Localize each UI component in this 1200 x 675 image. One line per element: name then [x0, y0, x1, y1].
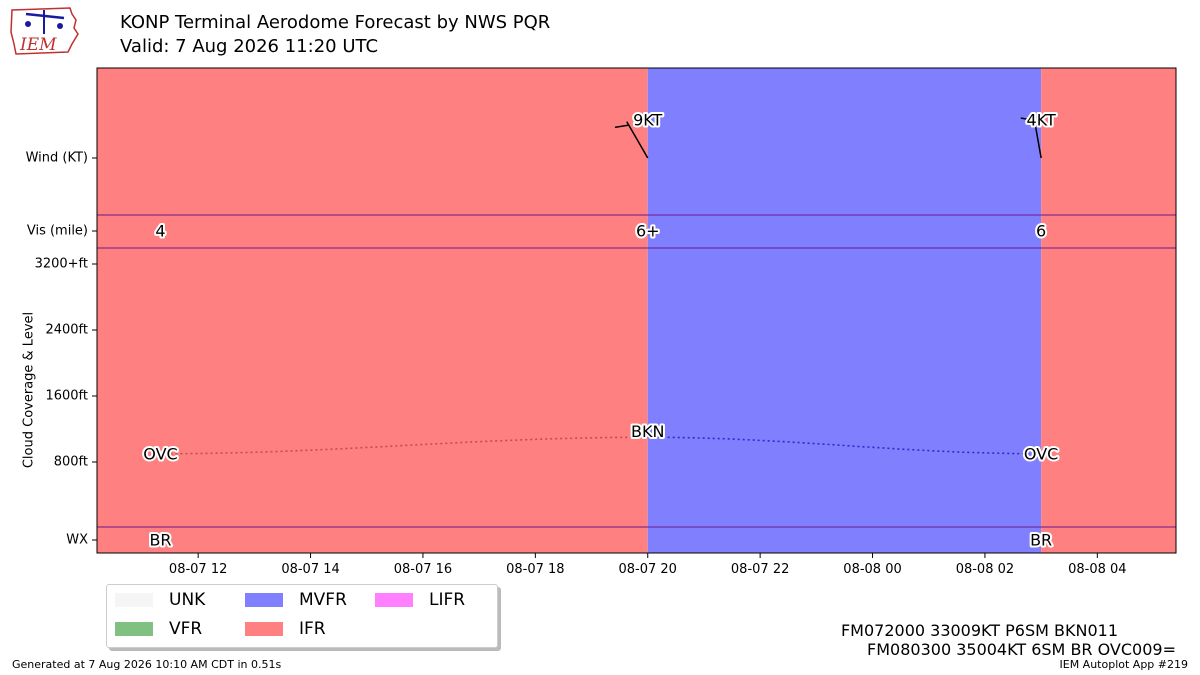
visibility-label-0: 44: [153, 220, 167, 243]
wind-barb-1: [614, 121, 649, 159]
category-band-mvfr-1: [647, 68, 1042, 553]
svg-text:6+: 6+: [636, 222, 660, 241]
legend: UNK VFR MVFR IFR LIFR: [106, 584, 498, 648]
cloud-level-segment-1: [647, 436, 1042, 455]
y-cloud-axis-title: Cloud Coverage & Level: [22, 312, 37, 468]
flight-category-bands: [97, 68, 1176, 553]
svg-text:9KT: 9KT: [633, 111, 662, 130]
y-cloud-1-label: 1600ft: [45, 389, 88, 404]
visibility-label-2: 66: [1034, 220, 1048, 243]
svg-text:4: 4: [155, 222, 165, 241]
category-band-ifr-0: [97, 68, 648, 553]
svg-text:4KT: 4KT: [1027, 111, 1056, 130]
chart-valid-time: Valid: 7 Aug 2026 11:20 UTC: [120, 36, 379, 57]
x-tick-label-7: 08-08 02: [956, 562, 1014, 577]
legend-label: LIFR: [429, 590, 466, 610]
x-tick-label-6: 08-08 00: [843, 562, 901, 577]
cloud-level-lines: [160, 436, 1042, 455]
chart-title: KONP Terminal Aerodome Forecast by NWS P…: [120, 12, 551, 33]
svg-text:BR: BR: [149, 531, 171, 550]
y-cloud-3-label: 3200+ft: [35, 257, 88, 272]
svg-text:OVC: OVC: [143, 444, 177, 463]
iem-logo: IEM: [10, 7, 79, 55]
legend-label: UNK: [169, 590, 206, 610]
wind-barb-staff-2: [1033, 116, 1042, 159]
x-tick-label-1: 08-07 14: [281, 562, 339, 577]
x-tick-label-3: 08-07 18: [506, 562, 564, 577]
svg-text:4KT: 4KT: [1027, 111, 1056, 130]
svg-text:9KT: 9KT: [633, 111, 662, 130]
logo-text: IEM: [19, 35, 57, 55]
taf-line-1: FM072000 33009KT P6SM BKN011: [840, 621, 1118, 640]
svg-text:BKN: BKN: [631, 422, 664, 441]
x-tick-label-8: 08-08 04: [1068, 562, 1126, 577]
svg-text:BR: BR: [149, 531, 171, 550]
legend-label: VFR: [169, 619, 203, 639]
taf-line-2: FM080300 35004KT 6SM BR OVC009=: [867, 640, 1176, 659]
y-wind-label: Wind (KT): [26, 151, 88, 166]
svg-text:6+: 6+: [636, 222, 660, 241]
wind-barb-feather-2: [1020, 117, 1035, 122]
forecast-marks: 44OVCOVCBRBR9KT9KT6+6+BKNBKN4KT4KT66OVCO…: [141, 109, 1060, 552]
legend-item-lifr: LIFR: [375, 589, 465, 611]
wind-barb-2: [1020, 116, 1042, 159]
legend-swatch: [245, 622, 283, 636]
legend-swatch: [115, 593, 153, 607]
legend-swatch: [245, 593, 283, 607]
row-separators: [97, 214, 1176, 528]
svg-text:BR: BR: [1030, 531, 1052, 550]
legend-swatch: [375, 593, 413, 607]
svg-text:OVC: OVC: [1024, 444, 1058, 463]
plot-frame: [96, 67, 1177, 554]
legend-item-ifr: IFR: [245, 618, 326, 640]
x-tick-label-4: 08-07 20: [619, 562, 677, 577]
x-tick-label-5: 08-07 22: [731, 562, 789, 577]
svg-text:BKN: BKN: [631, 422, 664, 441]
category-band-ifr-2: [1041, 68, 1176, 553]
legend-label: IFR: [299, 619, 326, 639]
x-tick-label-2: 08-07 16: [394, 562, 452, 577]
visibility-label-1: 6+6+: [634, 220, 662, 243]
legend-swatch: [115, 622, 153, 636]
legend-item-vfr: VFR: [115, 618, 202, 640]
wind-barb-staff-1: [626, 121, 649, 159]
legend-item-mvfr: MVFR: [245, 589, 347, 611]
x-tick-label-0: 08-07 12: [169, 562, 227, 577]
svg-text:OVC: OVC: [1024, 444, 1058, 463]
legend-item-unk: UNK: [115, 589, 205, 611]
chart-axes: 08-07 12 08-07 14 08-07 16 08-07 18 08-07 20…: [22, 67, 1177, 577]
svg-text:OVC: OVC: [143, 444, 177, 463]
svg-text:BR: BR: [1030, 531, 1052, 550]
legend-label: MVFR: [299, 590, 347, 610]
y-cloud-2-label: 2400ft: [45, 323, 88, 338]
y-vis-label: Vis (mile): [27, 224, 88, 239]
cloud-level-segment-0: [160, 436, 648, 455]
y-wx-label: WX: [66, 533, 88, 548]
svg-text:6: 6: [1036, 222, 1046, 241]
app-footer: IEM Autoplot App #219: [1059, 658, 1189, 671]
y-cloud-0-label: 800ft: [54, 455, 88, 470]
generated-footer: Generated at 7 Aug 2026 10:10 AM CDT in …: [12, 658, 282, 671]
wind-barb-feather-1: [614, 124, 629, 129]
svg-text:6: 6: [1036, 222, 1046, 241]
svg-text:4: 4: [155, 222, 165, 241]
